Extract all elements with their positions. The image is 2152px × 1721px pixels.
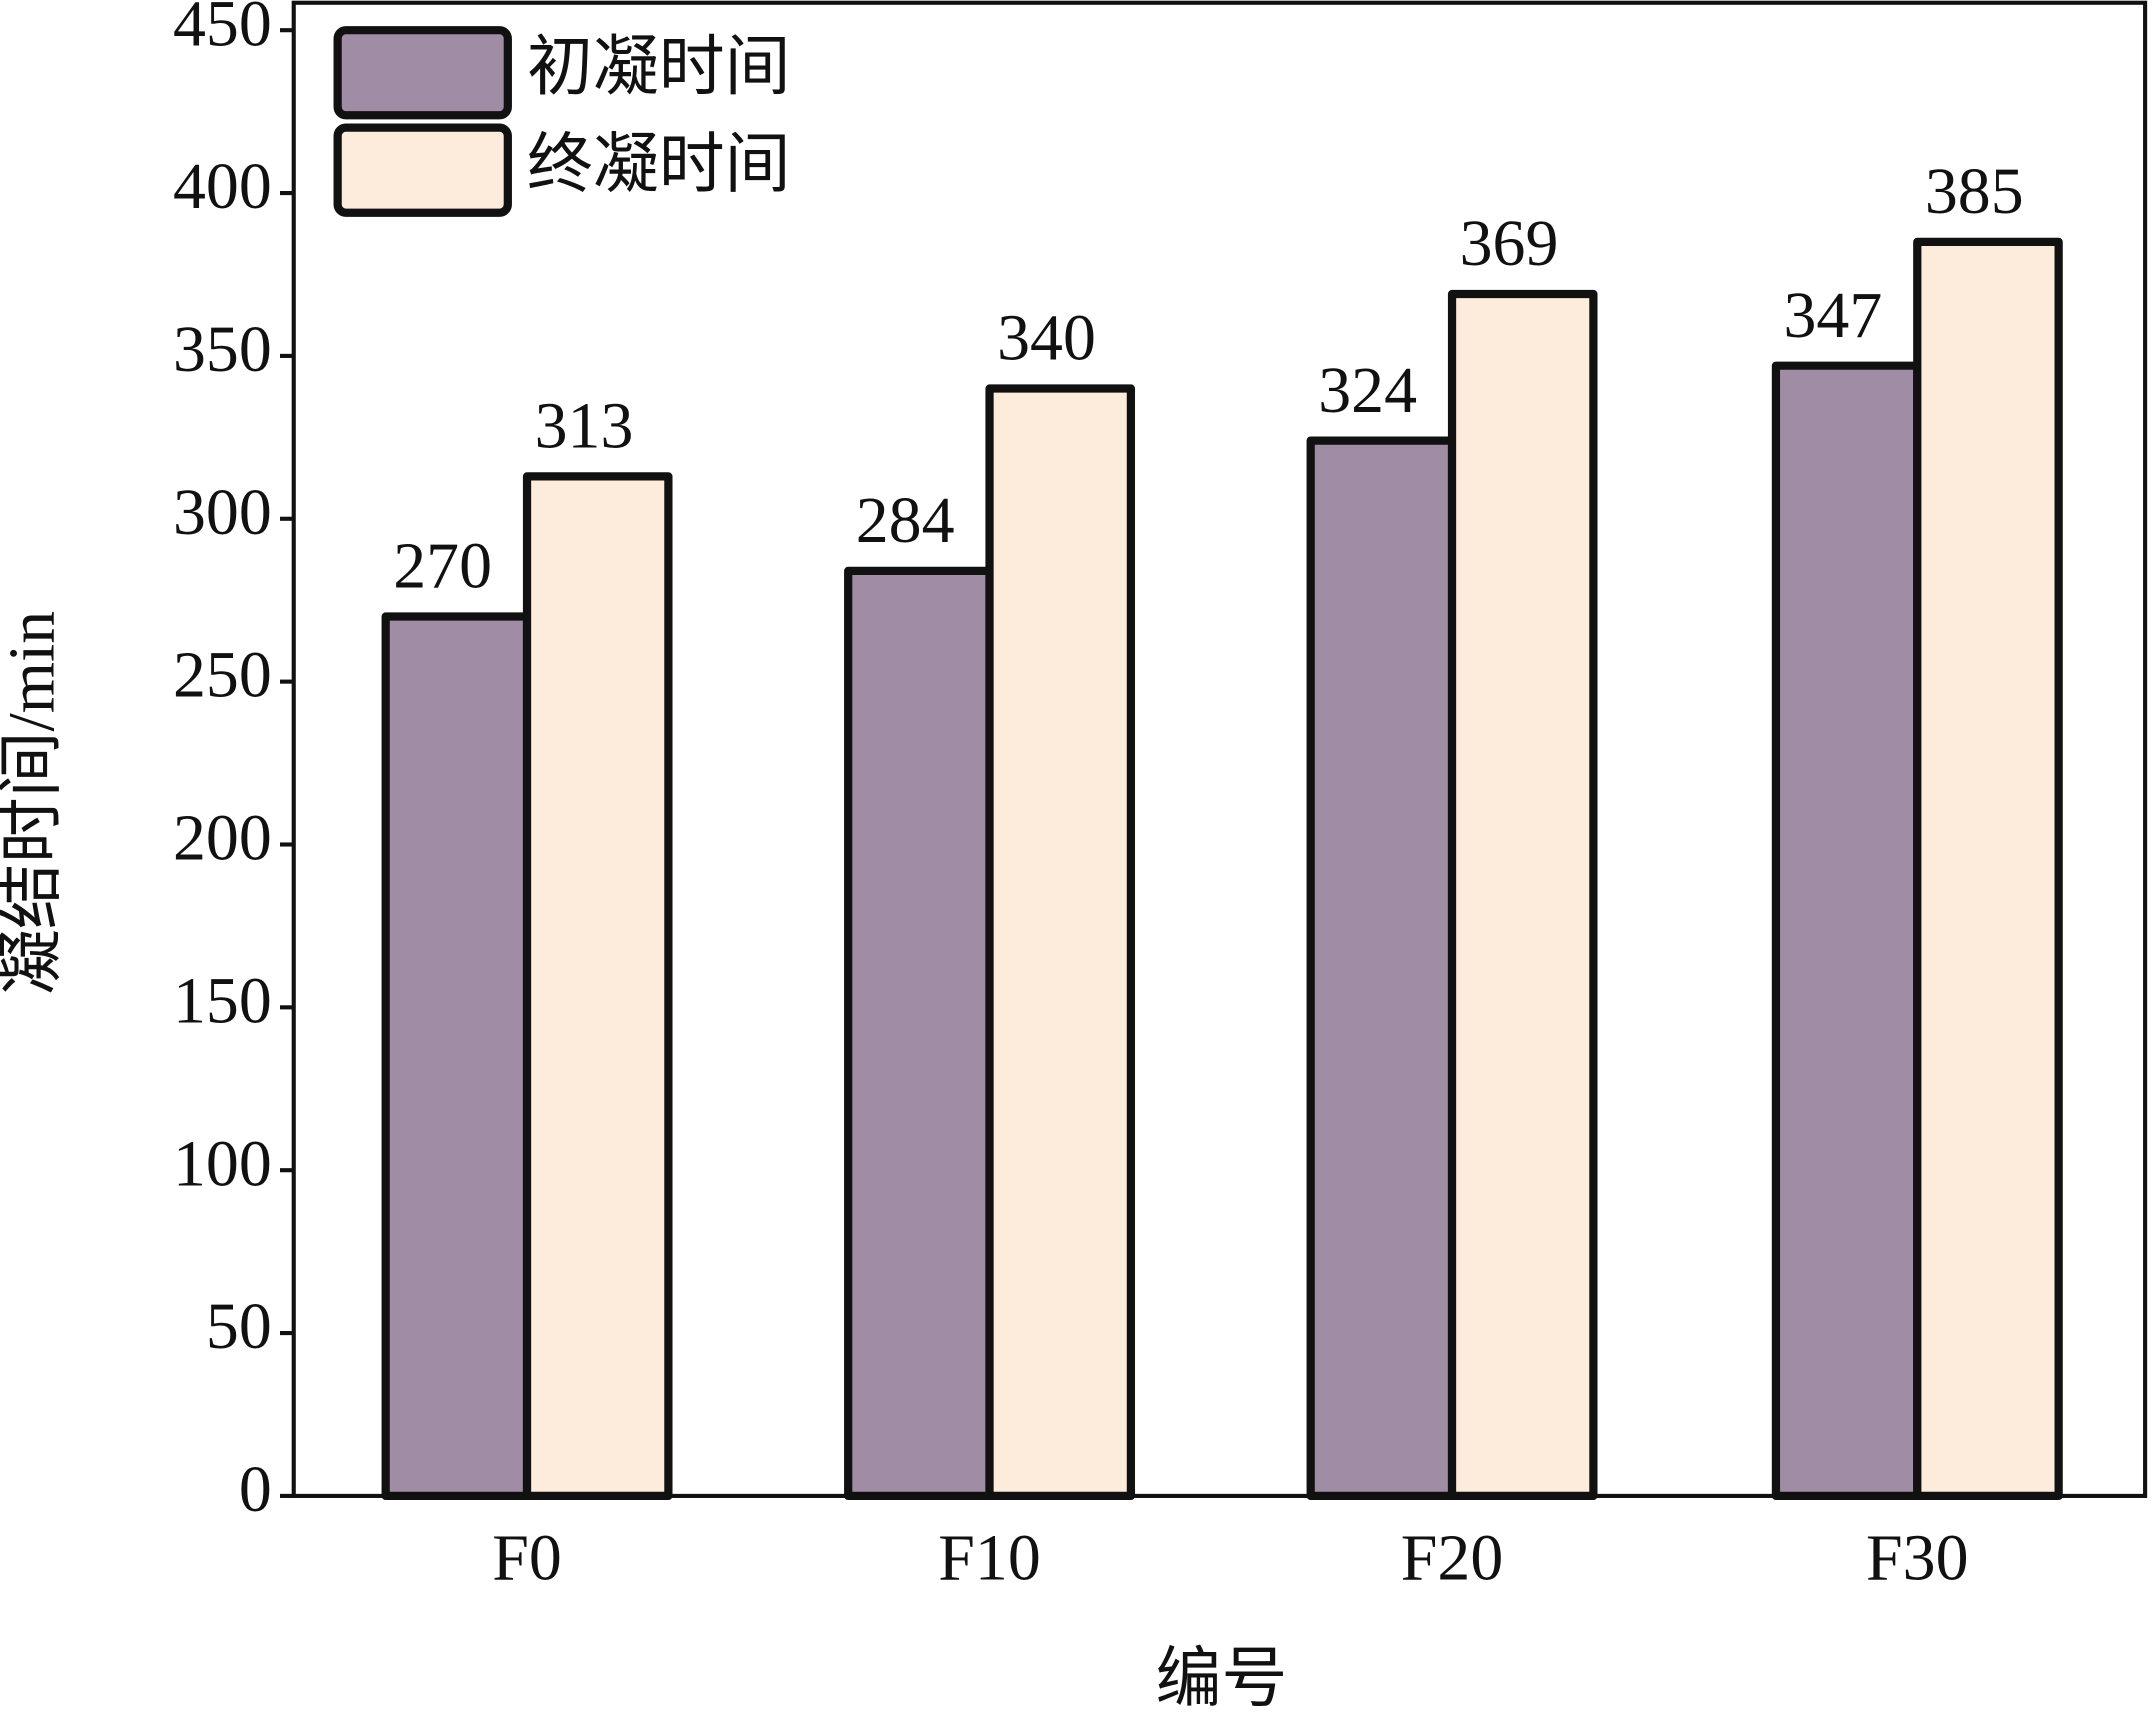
- bar: [844, 566, 994, 1501]
- y-tick-label: 250: [173, 639, 272, 712]
- legend-swatch: [333, 123, 512, 217]
- bar: [381, 612, 532, 1501]
- value-label: 313: [535, 390, 634, 463]
- y-tick-label: 200: [173, 802, 272, 875]
- value-label: 369: [1460, 207, 1559, 280]
- value-label: 324: [1318, 354, 1417, 427]
- value-label: 385: [1925, 155, 2024, 228]
- value-label: 347: [1783, 279, 1882, 352]
- y-axis-label: 凝结时间/min: [0, 611, 69, 995]
- legend-swatch: [333, 26, 512, 120]
- y-tick-label: 100: [173, 1127, 272, 1200]
- plot-frame: [291, 0, 2148, 1498]
- bar: [1306, 436, 1457, 1501]
- value-label: 284: [856, 484, 955, 557]
- legend-label: 初凝时间: [527, 31, 790, 104]
- x-tick-label: F0: [492, 1522, 562, 1595]
- bar: [1771, 361, 1922, 1501]
- x-tick-label: F10: [938, 1522, 1040, 1595]
- x-axis-label: 编号: [1156, 1642, 1288, 1715]
- legend-label: 终凝时间: [527, 129, 790, 202]
- y-tick-label: 150: [173, 964, 272, 1037]
- value-label: 340: [997, 302, 1096, 375]
- bar: [522, 472, 673, 1501]
- y-tick-label: 0: [239, 1453, 272, 1526]
- value-label: 270: [393, 530, 492, 603]
- y-tick-label: 450: [173, 0, 272, 60]
- y-tick-label: 400: [173, 150, 272, 223]
- y-tick-label: 300: [173, 476, 272, 549]
- bar: [985, 384, 1136, 1501]
- bar: [1447, 289, 1598, 1501]
- bar: [1913, 237, 2063, 1501]
- x-tick-label: F30: [1866, 1522, 1969, 1595]
- y-tick-label: 350: [173, 313, 272, 386]
- y-tick-label: 50: [206, 1290, 272, 1363]
- x-tick-label: F20: [1401, 1522, 1504, 1595]
